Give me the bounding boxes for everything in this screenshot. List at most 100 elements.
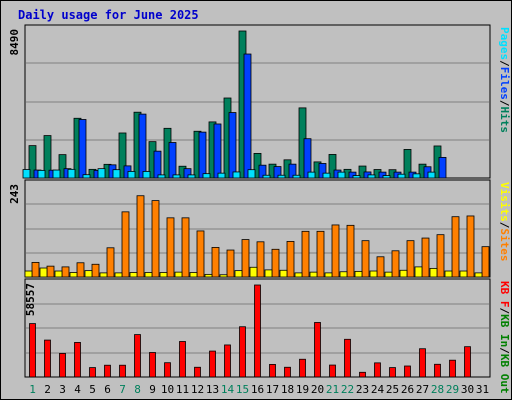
panel-2-ymax-label: 243 bbox=[8, 184, 21, 204]
bar-sites-day-5 bbox=[91, 263, 100, 278]
bar-pages-day-9 bbox=[142, 171, 151, 179]
bar-kb-f-day-22 bbox=[344, 338, 351, 378]
bar-kb-f-day-6 bbox=[104, 364, 111, 378]
bar-hits-day-7 bbox=[118, 132, 127, 179]
day-label-27: 27 bbox=[416, 383, 429, 396]
day-label-3: 3 bbox=[59, 383, 66, 396]
bar-pages-day-19 bbox=[292, 174, 301, 179]
bar-visits-day-25 bbox=[384, 271, 393, 278]
bar-kb-f-day-30 bbox=[464, 346, 471, 378]
bar-hits-day-3 bbox=[58, 154, 67, 179]
bar-files-day-16 bbox=[258, 164, 267, 179]
bar-sites-day-3 bbox=[61, 266, 70, 278]
bar-sites-day-15 bbox=[241, 239, 250, 278]
bar-kb-f-day-24 bbox=[374, 362, 381, 378]
bar-pages-day-13 bbox=[202, 173, 211, 179]
bar-sites-day-13 bbox=[211, 247, 220, 278]
bar-visits-day-27 bbox=[414, 266, 423, 278]
day-label-11: 11 bbox=[176, 383, 189, 396]
bar-visits-day-23 bbox=[354, 270, 363, 278]
day-label-24: 24 bbox=[371, 383, 385, 396]
day-label-12: 12 bbox=[191, 383, 204, 396]
bar-files-day-28 bbox=[438, 156, 447, 179]
legend-item-kb-in: KB In bbox=[498, 314, 511, 347]
bar-visits-day-9 bbox=[144, 272, 153, 278]
bar-hits-day-1 bbox=[28, 145, 37, 179]
bar-visits-day-26 bbox=[399, 269, 408, 278]
bar-pages-day-21 bbox=[322, 172, 331, 179]
day-label-19: 19 bbox=[296, 383, 309, 396]
bar-kb-f-day-5 bbox=[89, 367, 96, 378]
bar-sites-day-16 bbox=[256, 241, 265, 278]
bar-visits-day-22 bbox=[339, 271, 348, 278]
bar-visits-day-31 bbox=[474, 272, 483, 278]
bar-kb-f-day-3 bbox=[59, 353, 66, 378]
bar-sites-day-12 bbox=[196, 230, 205, 278]
bar-pages-day-20 bbox=[307, 171, 316, 179]
bar-sites-day-20 bbox=[316, 230, 325, 278]
bar-pages-day-25 bbox=[382, 175, 391, 179]
bar-sites-day-27 bbox=[421, 237, 430, 278]
bar-files-day-15 bbox=[243, 53, 252, 179]
bar-pages-day-11 bbox=[172, 174, 181, 179]
bar-hits-day-2 bbox=[43, 135, 52, 179]
bar-sites-day-2 bbox=[46, 265, 55, 278]
bar-sites-day-23 bbox=[361, 240, 370, 278]
bar-kb-f-day-2 bbox=[44, 339, 51, 378]
bar-files-day-24 bbox=[378, 171, 387, 179]
day-label-7: 7 bbox=[119, 383, 126, 396]
bar-visits-day-3 bbox=[54, 270, 63, 278]
legend-item-files: Files bbox=[498, 67, 511, 100]
bar-kb-f-day-21 bbox=[329, 364, 336, 378]
bar-sites-day-25 bbox=[391, 250, 400, 278]
bar-visits-day-2 bbox=[39, 267, 48, 278]
bar-pages-day-4 bbox=[67, 168, 76, 179]
bar-pages-day-12 bbox=[187, 174, 196, 179]
bar-kb-f-day-26 bbox=[404, 365, 411, 378]
bar-sites-day-7 bbox=[121, 211, 130, 278]
bar-sites-day-6 bbox=[106, 247, 115, 278]
bar-kb-f-day-11 bbox=[179, 341, 186, 378]
bar-kb-f-day-10 bbox=[164, 362, 171, 378]
bar-sites-day-1 bbox=[31, 261, 40, 278]
bar-kb-f-day-17 bbox=[269, 364, 276, 378]
day-label-21: 21 bbox=[326, 383, 339, 396]
day-label-13: 13 bbox=[206, 383, 219, 396]
bar-sites-day-28 bbox=[436, 234, 445, 278]
bar-sites-day-24 bbox=[376, 256, 385, 278]
bar-visits-day-1 bbox=[24, 270, 33, 278]
day-label-14: 14 bbox=[221, 383, 235, 396]
bar-files-day-19 bbox=[303, 138, 312, 179]
panel-2-legend: Visits/Sites bbox=[498, 182, 511, 262]
day-label-1: 1 bbox=[29, 383, 36, 396]
bar-kb-f-day-25 bbox=[389, 367, 396, 378]
bar-pages-day-2 bbox=[37, 169, 46, 179]
bar-sites-day-29 bbox=[451, 216, 460, 278]
bar-kb-f-day-28 bbox=[434, 363, 441, 378]
bar-files-day-18 bbox=[288, 163, 297, 179]
bar-pages-day-14 bbox=[217, 172, 226, 179]
day-label-29: 29 bbox=[446, 383, 459, 396]
day-label-10: 10 bbox=[161, 383, 174, 396]
chart-title: Daily usage for June 2025 bbox=[18, 8, 199, 22]
bar-visits-day-17 bbox=[264, 269, 273, 278]
bar-kb-f-day-8 bbox=[134, 334, 141, 378]
bar-pages-day-15 bbox=[232, 171, 241, 179]
legend-item-visits: Visits bbox=[498, 182, 511, 222]
bar-visits-day-8 bbox=[129, 272, 138, 278]
day-label-16: 16 bbox=[251, 383, 264, 396]
bar-files-day-11 bbox=[183, 168, 192, 179]
legend-item-pages: Pages bbox=[498, 27, 511, 60]
bar-files-day-13 bbox=[213, 123, 222, 179]
bar-files-day-17 bbox=[273, 166, 282, 179]
bar-pages-day-27 bbox=[412, 173, 421, 179]
bar-pages-day-6 bbox=[97, 168, 106, 179]
bar-sites-day-11 bbox=[181, 217, 190, 278]
legend-separator: / bbox=[498, 100, 511, 107]
legend-item-hits: Hits bbox=[498, 107, 511, 134]
bar-visits-day-24 bbox=[369, 270, 378, 278]
bar-kb-f-day-27 bbox=[419, 348, 426, 378]
day-label-5: 5 bbox=[89, 383, 96, 396]
bar-pages-day-22 bbox=[337, 171, 346, 179]
day-label-30: 30 bbox=[461, 383, 474, 396]
